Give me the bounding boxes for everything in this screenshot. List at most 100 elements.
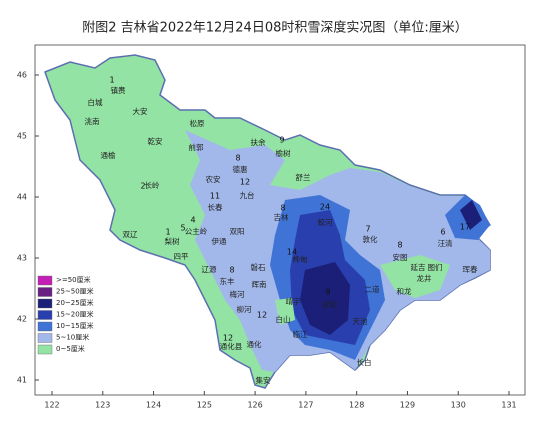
place-name: 白城	[88, 97, 103, 107]
place-name: 桦甸	[293, 254, 308, 264]
depth-label: 1	[165, 228, 170, 237]
place-name: 长岭	[145, 180, 160, 190]
place-name: 扶余	[251, 137, 266, 147]
depth-label: 8	[397, 241, 402, 250]
place-name: 延吉	[411, 262, 426, 272]
place-name: 通化县	[220, 341, 243, 351]
place-name: 长春	[208, 202, 223, 212]
place-name: 辉南	[252, 279, 267, 289]
place-name: 九台	[240, 190, 255, 200]
y-tick-label: 41	[17, 376, 27, 385]
x-tick-label: 129	[400, 401, 415, 410]
y-tick-label: 42	[17, 315, 27, 324]
place-name: 镇赉	[111, 85, 126, 95]
depth-label: 17	[460, 223, 470, 232]
place-name: 双辽	[123, 230, 138, 239]
title: 附图2 吉林省2022年12月24日08时积雪深度实况图（单位:厘米）	[82, 20, 468, 36]
depth-label: 8	[235, 154, 240, 163]
place-name: 辽源	[202, 265, 217, 274]
x-tick-label: 131	[501, 401, 516, 410]
place-name: 安图	[393, 252, 408, 262]
legend-label: 25~50厘米	[56, 287, 94, 296]
place-name: 抚松	[323, 299, 338, 309]
place-name: 汪清	[438, 238, 453, 248]
depth-label: 24	[320, 203, 330, 212]
x-tick-label: 122	[44, 401, 59, 410]
x-tick-label: 125	[197, 401, 212, 410]
province	[44, 54, 492, 389]
legend-swatch	[37, 344, 53, 355]
depth-label: 12	[223, 334, 233, 343]
y-tick-label: 43	[17, 254, 27, 263]
legend-label: >=50厘米	[56, 275, 91, 284]
place-name: 舒兰	[296, 172, 311, 182]
legend-swatch	[37, 275, 53, 286]
place-name: 图们	[428, 262, 443, 272]
place-name: 德惠	[233, 164, 248, 174]
legend-swatch	[37, 310, 53, 320]
place-name: 长白	[357, 357, 372, 367]
region-20-25b	[460, 200, 482, 230]
place-name: 乾安	[148, 136, 163, 146]
place-name: 梨树	[165, 236, 180, 246]
place-name: 临江	[293, 329, 308, 339]
x-tick-label: 128	[349, 401, 364, 410]
place-name: 二道	[365, 284, 380, 294]
place-name: 集安	[256, 375, 271, 385]
place-name: 洮南	[85, 116, 100, 126]
x-tick-label: 127	[298, 401, 313, 410]
region-0-5b	[380, 255, 450, 298]
place-name: 磐石	[251, 262, 266, 272]
legend-swatch	[37, 333, 53, 343]
place-name: 东丰	[220, 276, 235, 286]
x-tick-label: 123	[95, 401, 110, 410]
depth-label: 7	[365, 225, 370, 234]
x-tick-label: 126	[247, 401, 262, 410]
place-name: 伊通	[212, 236, 227, 246]
depth-label: 12	[257, 311, 267, 320]
region-0-5c	[275, 298, 295, 325]
place-name: 和龙	[397, 286, 412, 296]
region-20-25	[300, 262, 350, 335]
place-name: 珲春	[463, 264, 478, 274]
x-tick-label: 124	[146, 401, 161, 410]
depth-label: 5	[180, 224, 185, 233]
y-tick-label: 46	[17, 71, 27, 80]
depth-label: 9	[325, 288, 330, 297]
legend-label: 5~10厘米	[56, 333, 89, 342]
y-tick-label: 45	[17, 132, 27, 141]
place-name: 榆树	[276, 148, 291, 158]
map-frame	[34, 44, 526, 396]
place-name: 靖宇	[286, 296, 301, 306]
y-tick-label: 44	[17, 193, 27, 202]
place-name: 双阳	[230, 227, 245, 236]
depth-label: 8	[280, 204, 285, 213]
place-name: 通榆	[101, 150, 116, 160]
legend-swatch	[37, 321, 53, 332]
x-tick-label: 130	[451, 401, 466, 410]
legend-swatch	[37, 298, 53, 309]
depth-label: 14	[287, 248, 297, 257]
place-name: 敦化	[363, 234, 378, 244]
place-name: 天池	[353, 316, 368, 326]
depth-label: 11	[210, 192, 220, 201]
depth-label: 6	[440, 228, 445, 237]
place-name: 松原	[190, 118, 205, 128]
legend: >=50厘米 25~50厘米 20~25厘米 15~20厘米 10~15厘米 5~10厘米…	[37, 275, 94, 355]
depth-label: 9	[279, 136, 284, 145]
place-name: 通化	[247, 339, 262, 349]
depth-label: 4	[190, 216, 195, 225]
depth-label: 12	[240, 178, 250, 187]
place-name: 蛟河	[318, 217, 333, 227]
place-name: 大安	[133, 106, 148, 116]
place-name: 农安	[206, 174, 221, 184]
legend-label: 20~25厘米	[56, 298, 94, 307]
place-name: 公主岭	[185, 226, 208, 236]
place-name: 梅河	[230, 289, 245, 299]
place-name: 前郭	[189, 142, 204, 152]
depth-label: 2	[140, 182, 145, 191]
place-name: 吉林	[274, 212, 289, 222]
legend-swatch	[37, 287, 53, 297]
legend-label: 10~15厘米	[56, 321, 94, 330]
